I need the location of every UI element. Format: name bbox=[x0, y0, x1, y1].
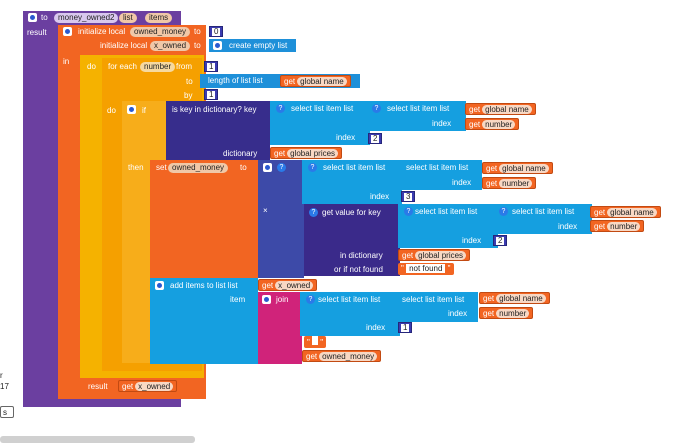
for-each-var-field[interactable]: number bbox=[140, 62, 176, 72]
to-label-for: to bbox=[186, 77, 193, 86]
select-list-item-block-6[interactable]: ? select list item list index bbox=[496, 204, 592, 234]
dictionary-label: dictionary bbox=[223, 149, 258, 158]
param-list-field[interactable]: list bbox=[119, 13, 137, 23]
set-owned-money-block[interactable] bbox=[150, 160, 260, 278]
help-icon[interactable]: ? bbox=[309, 208, 318, 217]
x-owned-var-field[interactable]: x_owned bbox=[150, 41, 191, 51]
join-gear-icon[interactable] bbox=[262, 295, 271, 304]
mutator-gear-icon[interactable] bbox=[28, 13, 37, 22]
space-string[interactable]: " " bbox=[304, 336, 327, 348]
init-gear-icon[interactable] bbox=[63, 27, 72, 36]
join-block[interactable]: join bbox=[258, 292, 302, 364]
zero-number-block[interactable]: 0 bbox=[209, 26, 224, 37]
create-empty-list-block[interactable]: create empty list bbox=[209, 39, 296, 52]
init-label-2: initialize local bbox=[100, 41, 148, 50]
procedure-header: to money_owned2 list items bbox=[23, 11, 179, 25]
get-number-2[interactable]: get number bbox=[482, 177, 537, 189]
result-inner-label: result bbox=[88, 382, 108, 391]
set-label: set bbox=[156, 163, 167, 172]
procedure-name-field[interactable]: money_owned2 bbox=[54, 13, 119, 23]
get-global-prices-1[interactable]: get global prices bbox=[270, 147, 343, 159]
edge-text-1: r bbox=[0, 371, 3, 380]
for-do-label: do bbox=[107, 106, 116, 115]
get-x-owned-1[interactable]: get x_owned bbox=[258, 279, 318, 291]
create-list-gear-icon[interactable] bbox=[213, 41, 222, 50]
get-number-1[interactable]: get number bbox=[465, 118, 520, 130]
edge-button[interactable]: s bbox=[0, 406, 14, 418]
select-list-item-block-4[interactable]: select list item list index bbox=[400, 160, 482, 190]
help-icon[interactable]: ? bbox=[499, 207, 508, 216]
get-x-owned-2[interactable]: get x_owned bbox=[118, 380, 178, 392]
get-global-name-3[interactable]: get global name bbox=[482, 162, 553, 174]
get-number-3[interactable]: get number bbox=[590, 220, 645, 232]
select-list-item-block-8[interactable]: select list item list index bbox=[396, 292, 478, 322]
select-list-item-block-5[interactable]: ? select list item list index bbox=[398, 204, 498, 248]
multiply-block[interactable]: ? × bbox=[258, 160, 304, 278]
set-var-field[interactable]: owned_money bbox=[168, 163, 229, 173]
select-list-item-block-2[interactable]: ? select list item list index bbox=[366, 101, 466, 131]
init-to-1: to bbox=[194, 27, 201, 36]
get-number-4[interactable]: get number bbox=[479, 307, 534, 319]
add-items-gear-icon[interactable] bbox=[155, 281, 164, 290]
for-each-label: for each bbox=[108, 62, 137, 71]
owned-money-var-field[interactable]: owned_money bbox=[130, 27, 191, 37]
set-to-label: to bbox=[240, 163, 247, 172]
edge-text-2: 17 bbox=[0, 382, 9, 391]
help-icon[interactable]: ? bbox=[306, 295, 315, 304]
help-icon[interactable]: ? bbox=[372, 104, 381, 113]
get-owned-money[interactable]: get owned_money bbox=[302, 350, 382, 362]
index-1-block[interactable]: 1 bbox=[398, 322, 413, 333]
init-to-2: to bbox=[194, 41, 201, 50]
get-global-name-1[interactable]: get global name bbox=[280, 75, 351, 87]
help-icon[interactable]: ? bbox=[308, 163, 317, 172]
get-value-for-key-block[interactable]: ? get value for key in dictionary or if … bbox=[304, 204, 400, 276]
by-label: by bbox=[184, 91, 193, 100]
select-list-item-block-3[interactable]: ? select list item list index bbox=[302, 160, 402, 204]
add-items-to-list-block[interactable]: add items to list list item bbox=[150, 278, 258, 364]
from-number-block[interactable]: 1 bbox=[204, 61, 219, 72]
horizontal-scrollbar[interactable] bbox=[0, 436, 195, 443]
by-number-block[interactable]: 1 bbox=[204, 89, 219, 100]
help-icon[interactable]: ? bbox=[276, 104, 285, 113]
init-label-1: initialize local bbox=[78, 27, 126, 36]
multiply-gear-icon[interactable] bbox=[263, 163, 272, 172]
get-global-name-4[interactable]: get global name bbox=[590, 206, 661, 218]
to-label: to bbox=[41, 13, 48, 22]
select-list-item-block-7[interactable]: ? select list item list index bbox=[300, 292, 400, 336]
index-2b-block[interactable]: 2 bbox=[493, 235, 508, 246]
item-label: item bbox=[230, 295, 246, 304]
param-items-field[interactable]: items bbox=[145, 13, 173, 23]
help-icon[interactable]: ? bbox=[277, 163, 286, 172]
get-global-name-2[interactable]: get global name bbox=[465, 103, 536, 115]
is-key-in-dictionary-block[interactable]: is key in dictionary? key dictionary bbox=[166, 101, 270, 161]
from-label: from bbox=[176, 62, 192, 71]
get-global-prices-2[interactable]: get global prices bbox=[398, 249, 471, 261]
in-label: in bbox=[63, 57, 70, 66]
help-icon[interactable]: ? bbox=[404, 207, 413, 216]
if-gear-icon[interactable] bbox=[127, 105, 136, 114]
do-label: do bbox=[87, 62, 96, 71]
result-label: result bbox=[27, 28, 47, 37]
then-label: then bbox=[128, 163, 144, 172]
index-2-block[interactable]: 2 bbox=[368, 133, 383, 144]
select-list-item-block-1[interactable]: ? select list item list index bbox=[270, 101, 370, 145]
not-found-string[interactable]: " not found " bbox=[398, 263, 454, 275]
if-label: if bbox=[142, 106, 146, 115]
index-3-block[interactable]: 3 bbox=[401, 191, 416, 202]
get-global-name-5[interactable]: get global name bbox=[479, 292, 550, 304]
